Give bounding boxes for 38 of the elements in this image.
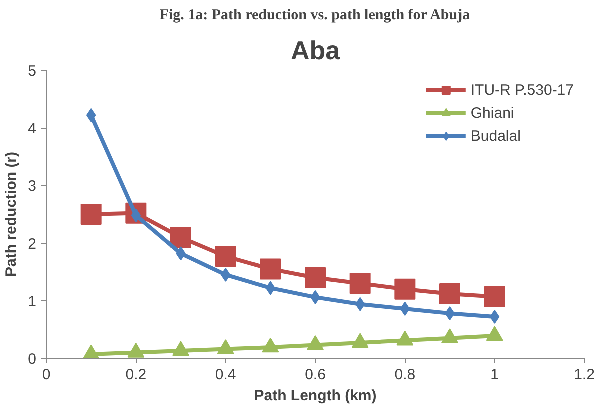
y-tick-label: 3 bbox=[28, 178, 36, 196]
point bbox=[217, 340, 234, 354]
x-axis-title: Path Length (km) bbox=[254, 388, 377, 404]
x-tick-label: 0 bbox=[42, 366, 51, 384]
point bbox=[396, 330, 414, 346]
chart-subtitle: Fig. 1a: Path reduction vs. path length for Abuja bbox=[160, 8, 471, 24]
y-tick-label: 1 bbox=[28, 293, 36, 310]
point bbox=[170, 227, 192, 248]
point bbox=[260, 258, 282, 280]
x-tick-label: 1.2 bbox=[574, 366, 595, 384]
x-tick-label: 0.6 bbox=[305, 366, 326, 384]
legend-label: Ghiani bbox=[470, 104, 514, 122]
y-axis-title: Path reduction (r) bbox=[3, 152, 20, 277]
x-tick-label: 1 bbox=[490, 366, 500, 384]
point bbox=[305, 267, 326, 288]
point bbox=[440, 283, 460, 304]
x-tick-label: 0.2 bbox=[126, 366, 147, 384]
point bbox=[307, 336, 324, 350]
point bbox=[172, 341, 190, 356]
y-tick-label: 0 bbox=[28, 351, 36, 368]
point bbox=[350, 273, 371, 294]
point bbox=[394, 278, 416, 300]
point bbox=[486, 326, 504, 342]
point bbox=[262, 338, 280, 353]
legend-label: Budalal bbox=[470, 128, 521, 144]
x-tick-label: 0.8 bbox=[394, 366, 416, 384]
point bbox=[128, 343, 145, 358]
point bbox=[80, 204, 102, 225]
point bbox=[352, 333, 369, 348]
chart-title: Aba bbox=[290, 36, 341, 66]
y-tick-label: 4 bbox=[28, 120, 36, 138]
point bbox=[484, 286, 506, 308]
x-tick-label: 0.4 bbox=[215, 366, 236, 384]
legend-label: ITU-R P.530-17 bbox=[470, 82, 574, 98]
point bbox=[215, 246, 236, 268]
point bbox=[442, 328, 458, 344]
y-tick-label: 5 bbox=[28, 63, 36, 80]
y-tick-label: 2 bbox=[28, 236, 36, 253]
